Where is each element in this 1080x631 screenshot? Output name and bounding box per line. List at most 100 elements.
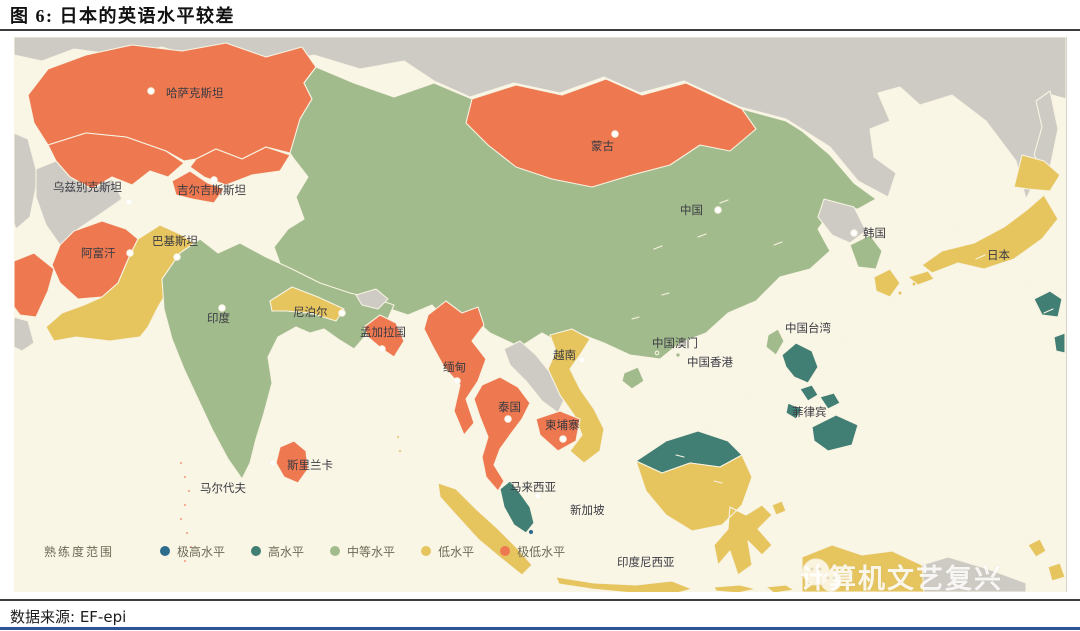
country-singapore <box>527 528 535 536</box>
country-sri-lanka <box>275 440 309 484</box>
asia-english-proficiency-map: 哈萨克斯坦 乌兹别克斯坦 吉尔吉斯斯坦 巴基斯坦 阿富汗 蒙古 中国 韩国 日本… <box>14 37 1067 595</box>
caspian-edge <box>14 132 39 230</box>
legend-dot-very-high <box>160 546 171 556</box>
capital-dot-cambodia <box>559 435 567 443</box>
island-okinawa <box>897 290 903 296</box>
capital-dots <box>125 87 858 500</box>
legend-item-high: 高水平 <box>251 543 304 560</box>
watermark: 计算机文艺复兴 <box>800 557 1003 596</box>
country-nepal <box>269 286 345 322</box>
legend-item-very-low: 极低水平 <box>500 543 565 560</box>
country-philippines <box>781 342 859 452</box>
country-vietnam <box>547 328 605 464</box>
islands-andaman-2 <box>397 448 403 454</box>
label-hong-kong: 中国香港 <box>687 355 733 369</box>
country-japan <box>873 154 1061 298</box>
figure-title: 图 6: 日本的英语水平较差 <box>10 6 235 26</box>
country-thailand <box>473 376 531 492</box>
title-divider <box>0 29 1080 31</box>
capital-dot-south-korea <box>850 229 858 237</box>
capital-dot-malaysia <box>534 492 542 500</box>
label-myanmar: 缅甸 <box>443 360 466 374</box>
capital-dot-vietnam <box>578 356 586 364</box>
capital-dot-uzbekistan <box>125 198 133 206</box>
country-india <box>161 238 395 480</box>
country-bhutan <box>355 288 389 310</box>
islands-maldives <box>179 461 193 563</box>
island-hainan <box>621 366 645 390</box>
label-indonesia: 印度尼西亚 <box>617 555 675 569</box>
label-afghanistan: 阿富汗 <box>81 246 116 260</box>
islands-andaman <box>395 434 401 440</box>
country-labels: 哈萨克斯坦 乌兹别克斯坦 吉尔吉斯斯坦 巴基斯坦 阿富汗 蒙古 中国 韩国 日本… <box>53 86 1010 569</box>
label-macau: 中国澳门 <box>652 336 698 350</box>
label-kazakhstan: 哈萨克斯坦 <box>166 86 224 100</box>
label-mongolia: 蒙古 <box>591 139 614 153</box>
bottom-rule <box>0 627 1080 630</box>
country-iran-edge <box>14 252 55 318</box>
label-kyrgyzstan: 吉尔吉斯斯坦 <box>177 183 246 197</box>
label-japan: 日本 <box>987 248 1010 262</box>
capital-dot-china <box>714 206 722 214</box>
legend-label-medium: 中等水平 <box>347 544 396 559</box>
pacific-islands <box>1033 290 1066 354</box>
country-cambodia <box>535 410 581 452</box>
label-malaysia: 马来西亚 <box>510 480 556 494</box>
legend-item-medium: 中等水平 <box>330 543 395 560</box>
source-divider <box>0 599 1080 601</box>
country-south-korea <box>849 234 883 270</box>
label-cambodia: 柬埔寨 <box>545 418 580 432</box>
capital-dot-sri-lanka <box>269 459 277 467</box>
label-india: 印度 <box>207 311 230 325</box>
label-sri-lanka: 斯里兰卡 <box>287 458 333 472</box>
region-papua-new-guinea <box>921 556 1027 592</box>
label-thailand: 泰国 <box>498 400 521 414</box>
country-tajikistan <box>171 170 225 204</box>
label-maldives: 马尔代夫 <box>200 481 246 495</box>
label-nepal: 尼泊尔 <box>293 305 328 319</box>
capital-dot-kazakhstan <box>147 87 155 95</box>
legend-dot-medium <box>330 546 341 556</box>
label-taiwan: 中国台湾 <box>785 321 831 335</box>
label-uzbekistan: 乌兹别克斯坦 <box>53 180 122 194</box>
capital-dot-india <box>218 304 226 312</box>
capital-dot-nepal <box>338 309 346 317</box>
coast-gray-strip <box>14 316 35 352</box>
capital-dot-kyrgyzstan <box>210 176 218 184</box>
legend-item-low: 低水平 <box>421 543 474 560</box>
label-south-korea: 韩国 <box>863 226 886 240</box>
legend-item-very-high: 极高水平 <box>160 543 225 560</box>
legend-label-high: 高水平 <box>268 544 305 559</box>
country-bangladesh <box>363 314 405 358</box>
country-turkmenistan <box>35 160 123 246</box>
region-macau <box>654 350 660 356</box>
capital-dot-afghanistan <box>126 249 134 257</box>
label-vietnam: 越南 <box>553 348 576 362</box>
data-source: 数据来源: EF-epi <box>10 608 127 626</box>
country-laos <box>503 340 567 414</box>
capital-dot-mongolia <box>611 130 619 138</box>
capital-dot-bangladesh <box>378 345 386 353</box>
island-okinawa-2 <box>911 281 917 287</box>
label-pakistan: 巴基斯坦 <box>152 234 198 248</box>
country-mongolia <box>465 78 757 188</box>
capital-dot-pakistan <box>173 253 181 261</box>
legend-title: 熟练度范围 <box>44 544 115 559</box>
capital-dot-myanmar <box>453 377 461 385</box>
region-hong-kong <box>675 352 681 358</box>
legend-dot-low <box>421 546 432 556</box>
label-philippines: 菲律宾 <box>792 405 827 419</box>
label-singapore: 新加坡 <box>570 503 605 517</box>
legend-dot-very-low <box>500 546 511 556</box>
wechat-icon <box>802 558 842 592</box>
legend-label-very-low: 极低水平 <box>517 544 566 559</box>
sea-island-dashes <box>589 199 1054 510</box>
region-taiwan <box>765 328 785 356</box>
capital-dot-thailand <box>504 415 512 423</box>
country-myanmar <box>423 300 487 436</box>
map-canvas: 哈萨克斯坦 乌兹别克斯坦 吉尔吉斯斯坦 巴基斯坦 阿富汗 蒙古 中国 韩国 日本… <box>14 37 1066 592</box>
country-kyrgyzstan <box>189 146 291 186</box>
map-legend: 熟练度范围 极高水平 高水平 中等水平 低水平 极低水平 <box>44 542 591 560</box>
legend-label-low: 低水平 <box>438 544 475 559</box>
label-bangladesh: 孟加拉国 <box>360 325 406 339</box>
